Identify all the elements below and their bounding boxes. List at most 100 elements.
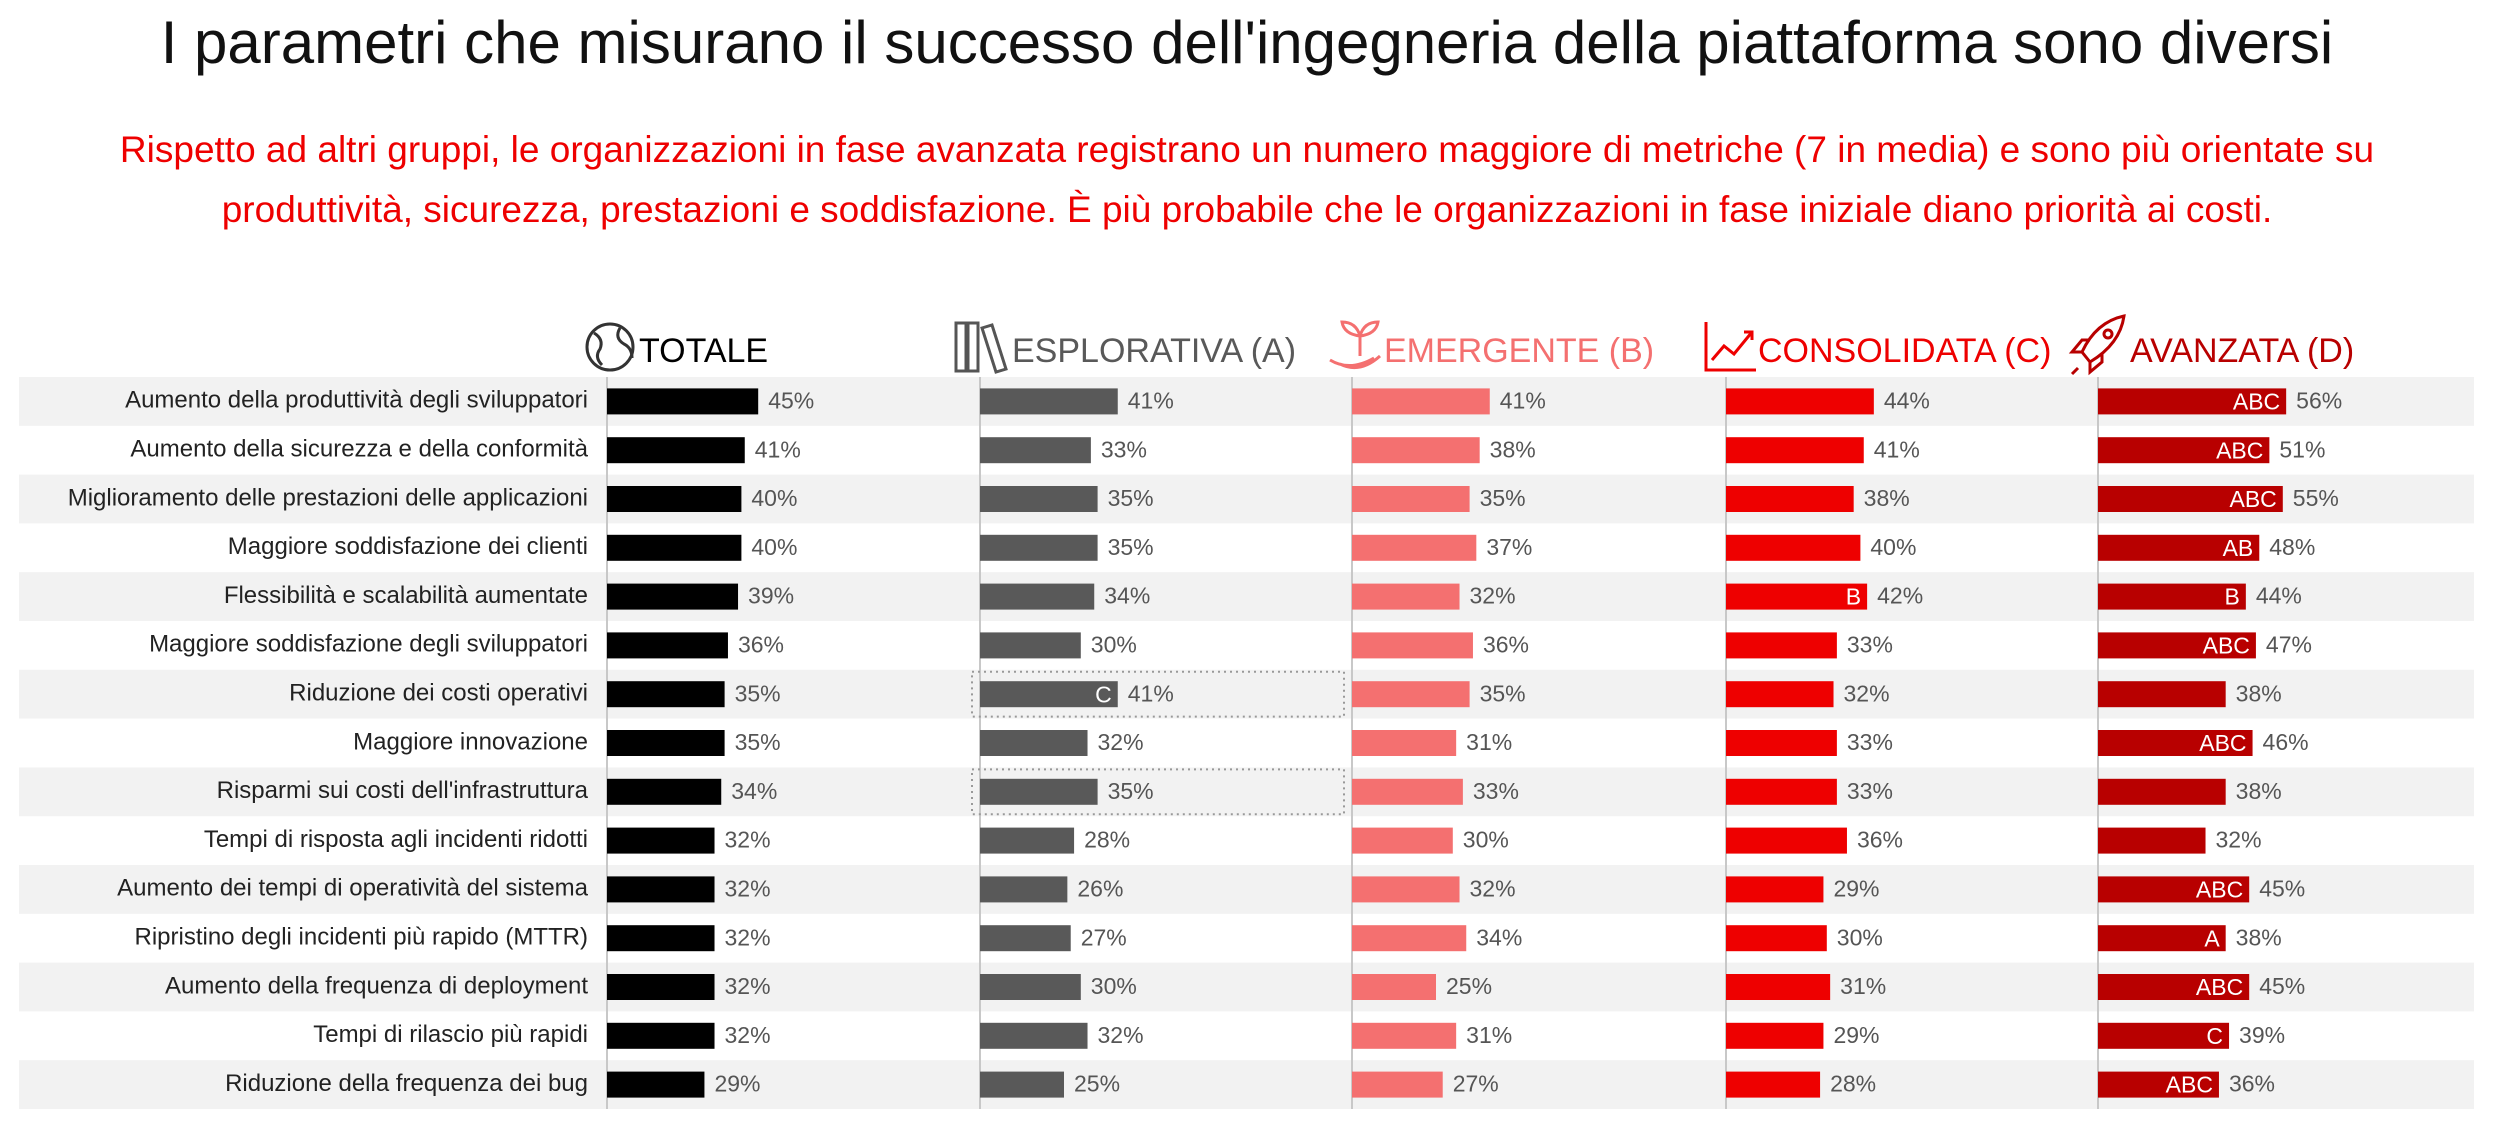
value-label: 33%: [1847, 778, 1893, 804]
bar: [1726, 534, 1861, 561]
category-label: Aumento della produttività degli svilupp…: [125, 387, 588, 414]
significance-label: B: [2224, 584, 2239, 610]
bar: [607, 827, 715, 854]
value-label: 48%: [2269, 534, 2315, 560]
plant-icon: [1329, 320, 1382, 370]
value-label: 34%: [731, 778, 777, 804]
value-label: 35%: [1108, 778, 1154, 804]
value-label: 47%: [2266, 631, 2312, 657]
bar: [1726, 925, 1827, 952]
significance-label: ABC: [2233, 388, 2280, 414]
bar: [607, 925, 715, 952]
bar: [980, 876, 1068, 903]
bar: [1726, 681, 1834, 708]
category-label: Maggiore soddisfazione degli sviluppator…: [149, 631, 588, 658]
bar: [1726, 778, 1837, 805]
value-label: 32%: [725, 924, 771, 950]
value-label: 33%: [1847, 631, 1893, 657]
highlight-box: [971, 768, 1345, 816]
bar: [980, 534, 1098, 561]
bar: [2098, 583, 2246, 610]
value-label: 41%: [755, 436, 801, 462]
value-label: 29%: [714, 1071, 760, 1097]
value-label: 39%: [748, 583, 794, 609]
category-label: Riduzione dei costi operativi: [289, 680, 588, 707]
significance-label: C: [2206, 1023, 2223, 1049]
value-label: 30%: [1091, 973, 1137, 999]
bar: [607, 486, 742, 512]
category-label: Aumento dei tempi di operatività del sis…: [117, 875, 589, 902]
significance-label: AB: [2223, 535, 2254, 561]
bar: [607, 778, 722, 805]
bar: [607, 974, 715, 1000]
bar: [980, 632, 1081, 659]
value-label: 44%: [2256, 583, 2302, 609]
bar: [1352, 1071, 1443, 1098]
bar: [2098, 632, 2256, 659]
value-label: 38%: [2236, 778, 2282, 804]
bar: [980, 583, 1095, 610]
value-label: 32%: [1470, 875, 1516, 901]
bar: [980, 778, 1098, 805]
series-header: CONSOLIDATA (C): [1758, 332, 2051, 370]
bar: [980, 681, 1118, 708]
bar: [1726, 876, 1824, 903]
value-label: 35%: [1108, 485, 1154, 511]
value-label: 26%: [1077, 875, 1123, 901]
bar: [1726, 1022, 1824, 1049]
bar: [1726, 974, 1831, 1000]
category-label: Aumento della sicurezza e della conformi…: [130, 436, 588, 463]
bar: [1726, 1071, 1821, 1098]
row-band: [19, 669, 2474, 719]
value-label: 40%: [1870, 534, 1916, 560]
bar: [607, 388, 759, 415]
value-label: 34%: [1104, 583, 1150, 609]
value-label: 38%: [2236, 924, 2282, 950]
books-icon: [954, 321, 1008, 374]
category-label: Tempi di rilascio più rapidi: [313, 1021, 588, 1048]
significance-label: B: [1846, 584, 1861, 610]
bar: [607, 730, 725, 756]
value-label: 56%: [2296, 387, 2342, 413]
bar: [1352, 388, 1490, 415]
bar: [980, 827, 1075, 854]
bar: [1352, 778, 1463, 805]
value-label: 40%: [751, 534, 797, 560]
value-label: 41%: [1128, 680, 1174, 706]
bar: [1726, 437, 1864, 464]
series-header: TOTALE: [639, 332, 768, 370]
bar: [607, 681, 725, 708]
value-label: 27%: [1081, 924, 1127, 950]
value-label: 33%: [1847, 729, 1893, 755]
value-label: 32%: [1470, 583, 1516, 609]
bar: [1352, 437, 1480, 464]
significance-label: ABC: [2166, 1072, 2213, 1098]
value-label: 32%: [725, 827, 771, 853]
series-header: ESPLORATIVA (A): [1012, 332, 1296, 370]
bar: [2098, 486, 2283, 512]
bar: [1726, 486, 1854, 512]
category-label: Maggiore innovazione: [353, 728, 588, 755]
category-label: Maggiore soddisfazione dei clienti: [228, 533, 588, 560]
category-label: Flessibilità e scalabilità aumentate: [224, 582, 588, 609]
value-label: 27%: [1453, 1071, 1499, 1097]
bar: [1726, 583, 1868, 610]
bar: [607, 1071, 705, 1098]
bar: [1726, 827, 1847, 854]
value-label: 42%: [1877, 583, 1923, 609]
value-label: 36%: [1483, 631, 1529, 657]
value-label: 35%: [1108, 534, 1154, 560]
value-label: 32%: [725, 973, 771, 999]
bar: [980, 974, 1081, 1000]
value-label: 41%: [1874, 436, 1920, 462]
highlight-box: [971, 670, 1345, 718]
bar: [980, 1022, 1088, 1049]
value-label: 36%: [2229, 1071, 2275, 1097]
bar: [2098, 681, 2226, 708]
value-label: 45%: [768, 387, 814, 413]
value-label: 46%: [2263, 729, 2309, 755]
bar: [980, 730, 1088, 756]
bar: [1352, 974, 1436, 1000]
bar: [2098, 1071, 2219, 1098]
